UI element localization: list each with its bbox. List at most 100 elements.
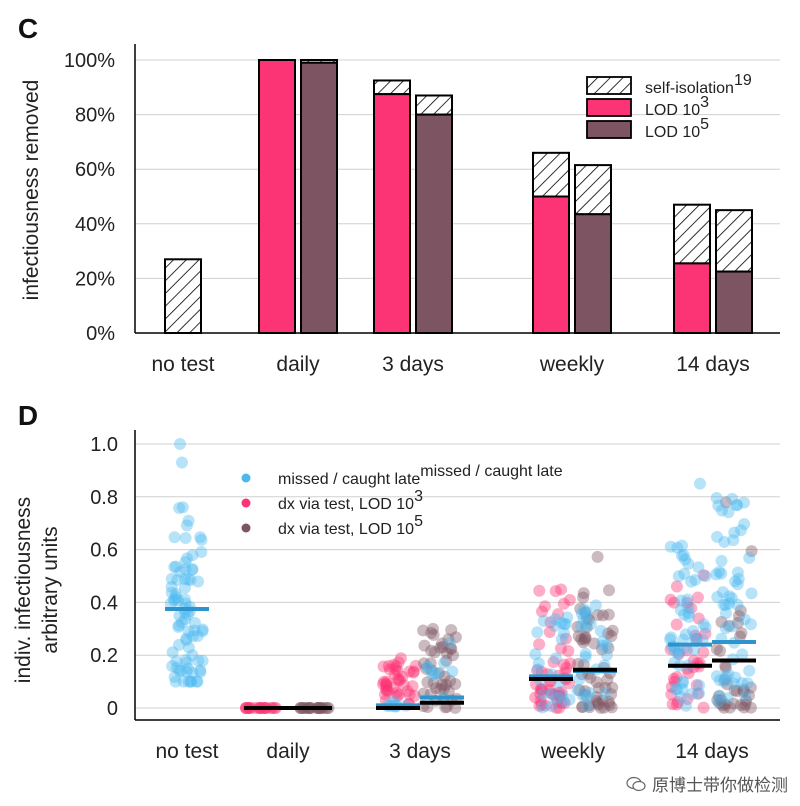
point-missed xyxy=(674,604,687,617)
bar-lod5 xyxy=(415,113,453,334)
point-missed xyxy=(179,653,192,666)
point-missed xyxy=(178,581,191,594)
point-missed xyxy=(549,652,562,665)
point-dx-lod3 xyxy=(689,629,702,642)
point-missed xyxy=(195,545,208,558)
point-dx-lod5 xyxy=(425,626,438,639)
point-dx-lod5 xyxy=(740,694,753,707)
point-missed xyxy=(169,560,182,573)
point-missed xyxy=(731,566,744,579)
point-missed xyxy=(694,477,706,490)
point-dx-lod5 xyxy=(734,630,747,643)
point-missed xyxy=(713,565,726,578)
point-dx-lod5 xyxy=(579,632,592,645)
point-dx-lod5 xyxy=(577,587,590,600)
y-axis-label: arbitrary units xyxy=(39,526,62,653)
point-missed xyxy=(181,608,194,621)
point-dx-lod5 xyxy=(591,609,604,622)
point-dx-lod5 xyxy=(592,682,605,695)
point-missed xyxy=(699,570,712,583)
point-missed xyxy=(532,663,545,676)
point-dx-lod3 xyxy=(535,698,548,711)
point-dx-lod3 xyxy=(667,672,680,685)
point-dx-lod5 xyxy=(734,604,747,617)
point-missed xyxy=(673,645,686,658)
point-missed xyxy=(725,592,738,605)
point-dx-lod5 xyxy=(432,667,445,680)
point-missed xyxy=(576,689,589,702)
point-dx-lod5 xyxy=(715,616,728,629)
point-dx-lod3 xyxy=(670,670,683,683)
point-missed xyxy=(692,561,705,574)
point-missed xyxy=(173,609,186,622)
wechat-icon xyxy=(626,776,646,791)
point-dx-lod3 xyxy=(671,696,684,709)
point-dx-lod5 xyxy=(438,682,451,695)
point-dx-lod5 xyxy=(590,691,603,704)
point-dx-lod5 xyxy=(577,591,590,604)
point-missed xyxy=(174,565,187,578)
point-dx-lod3 xyxy=(377,678,390,691)
point-dx-lod5 xyxy=(731,616,744,629)
point-dx-lod5 xyxy=(735,699,748,712)
point-missed xyxy=(168,531,181,544)
point-missed xyxy=(729,671,742,684)
point-dx-lod3 xyxy=(562,644,575,657)
point-missed xyxy=(682,600,695,613)
point-missed xyxy=(182,573,195,586)
point-missed xyxy=(182,514,195,527)
point-dx-lod3 xyxy=(535,605,548,618)
point-missed xyxy=(573,673,586,686)
point-dx-lod3 xyxy=(682,667,695,680)
point-dx-lod3 xyxy=(538,600,551,613)
point-dx-lod5 xyxy=(578,633,591,646)
bar-lod3 xyxy=(258,59,296,334)
point-dx-lod3 xyxy=(409,659,422,672)
point-dx-lod3 xyxy=(396,670,409,683)
point-missed xyxy=(438,657,451,670)
point-dx-lod3 xyxy=(549,585,562,598)
legend-swatch-lod5 xyxy=(586,120,632,139)
point-missed xyxy=(679,628,692,641)
point-missed xyxy=(179,563,192,576)
point-missed xyxy=(168,561,181,574)
point-missed xyxy=(172,638,185,651)
point-dx-lod3 xyxy=(391,690,404,703)
point-dx-lod5 xyxy=(444,674,457,687)
point-missed xyxy=(194,666,207,679)
y-tick-label: 0.4 xyxy=(90,592,118,614)
point-dx-lod3 xyxy=(665,680,678,693)
point-dx-lod3 xyxy=(403,688,416,701)
point-dx-lod5 xyxy=(573,684,586,697)
y-tick-label: 20% xyxy=(75,268,115,290)
point-dx-lod3 xyxy=(393,673,406,686)
y-axis-label: indiv. infectiousness xyxy=(12,497,35,683)
point-dx-lod5 xyxy=(713,697,726,710)
point-dx-lod3 xyxy=(685,602,698,615)
point-missed xyxy=(699,621,712,634)
point-missed xyxy=(741,677,754,690)
point-dx-lod5 xyxy=(596,643,609,656)
point-dx-lod3 xyxy=(543,625,556,638)
x-tick-label: 14 days xyxy=(675,740,749,763)
point-dx-lod3 xyxy=(690,679,703,692)
point-dx-lod5 xyxy=(440,654,453,667)
point-dx-lod5 xyxy=(720,496,733,509)
point-dx-lod3 xyxy=(392,688,405,701)
legend-swatch-self-isolation xyxy=(586,76,632,95)
point-missed xyxy=(174,438,186,450)
point-dx-lod3 xyxy=(407,666,420,679)
point-missed xyxy=(166,660,179,673)
point-missed xyxy=(557,695,570,708)
point-missed xyxy=(715,504,728,517)
legend-swatch-lod3 xyxy=(586,98,632,117)
point-dx-lod3 xyxy=(670,580,683,593)
point-missed xyxy=(578,603,591,616)
point-dx-lod5 xyxy=(602,608,615,621)
point-dx-lod5 xyxy=(738,701,751,714)
point-missed xyxy=(600,649,613,662)
point-missed xyxy=(531,626,544,639)
point-dx-lod3 xyxy=(397,679,410,692)
point-missed xyxy=(194,531,207,544)
